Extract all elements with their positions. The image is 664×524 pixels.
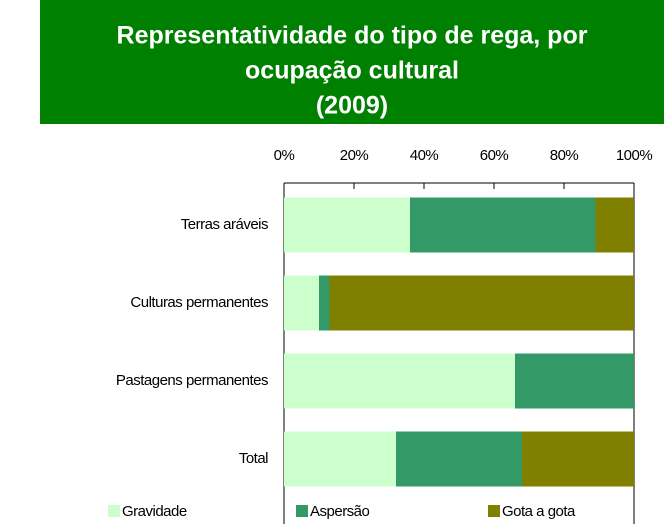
y-tick-label: Culturas permanentes	[130, 294, 268, 311]
legend-swatch	[488, 505, 500, 517]
bar-segment	[284, 275, 319, 331]
x-tick-label: 80%	[550, 147, 579, 164]
x-tick-label: 40%	[410, 147, 439, 164]
legend-label: Aspersão	[310, 503, 370, 520]
x-tick-label: 20%	[340, 147, 369, 164]
legend-label: Gravidade	[122, 503, 187, 520]
chart-title: Representatividade do tipo de rega, por	[117, 22, 588, 50]
legend-label: Gota a gota	[502, 503, 576, 520]
bar-segment	[284, 197, 410, 253]
y-tick-label: Pastagens permanentes	[116, 372, 268, 389]
chart-title: ocupação cultural	[245, 57, 459, 85]
x-tick-label: 0%	[274, 147, 295, 164]
bar-segment	[284, 431, 396, 487]
bar-segment	[515, 353, 634, 409]
title-banner	[40, 0, 664, 124]
chart-title: (2009)	[316, 92, 388, 120]
bar-segment	[319, 275, 330, 331]
legend-swatch	[296, 505, 308, 517]
x-tick-label: 60%	[480, 147, 509, 164]
bar-segment	[522, 431, 634, 487]
y-tick-label: Terras aráveis	[181, 216, 268, 233]
bar-segment	[595, 197, 634, 253]
bar-segment	[410, 197, 596, 253]
legend-swatch	[108, 505, 120, 517]
y-tick-label: Total	[239, 450, 268, 467]
bar-segment	[396, 431, 522, 487]
x-tick-label: 100%	[616, 147, 653, 164]
bar-segment	[329, 275, 634, 331]
bar-segment	[284, 353, 515, 409]
